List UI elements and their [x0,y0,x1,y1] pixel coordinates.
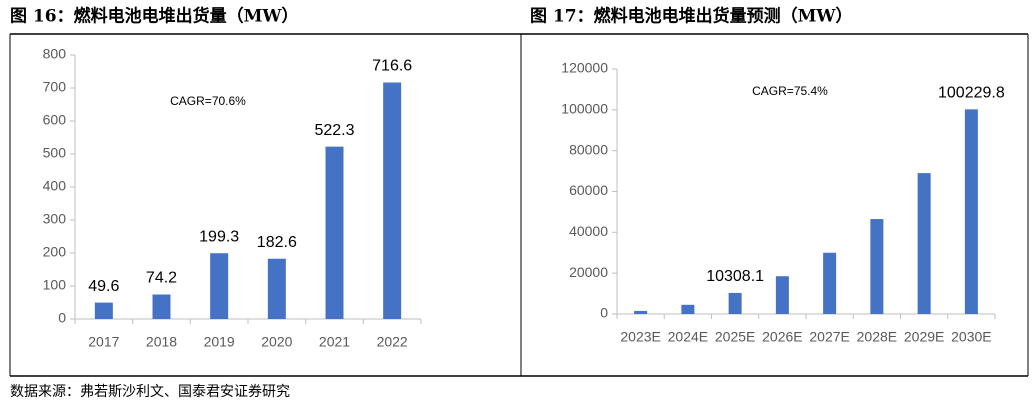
y-tick-label: 200 [43,244,67,260]
data-label: 74.2 [146,270,177,287]
y-tick-label: 300 [43,211,67,227]
x-tick-label: 2024E [668,329,708,345]
annotation: CAGR=75.4% [752,84,828,98]
data-label: 199.3 [199,228,239,245]
y-tick-label: 120000 [561,60,608,76]
y-tick-label: 40000 [569,223,608,239]
chart-title: 图 16：燃料电池电堆出货量（MW） [10,6,299,27]
bar [152,294,171,319]
x-tick-label: 2023E [620,329,660,345]
x-tick-label: 2028E [857,329,897,345]
bar [870,219,884,314]
x-tick-label: 2027E [809,329,849,345]
source: 数据来源：弗若斯沙利文、国泰君安证券研究 [10,384,290,400]
y-tick-label: 600 [43,112,67,128]
data-label: 10308.1 [706,268,764,285]
data-label: 522.3 [314,122,354,139]
bar [383,82,402,319]
y-tick-label: 0 [58,310,66,326]
data-label: 716.6 [372,58,412,75]
y-tick-label: 800 [43,46,67,62]
x-tick-label: 2022 [377,334,408,350]
chart-title: 图 17：燃料电池电堆出货量预测（MW） [530,6,853,27]
y-tick-label: 500 [43,145,67,161]
data-label: 49.6 [88,278,119,295]
data-label: 182.6 [257,234,297,251]
x-tick-label: 2026E [762,329,802,345]
bar [681,304,695,314]
y-tick-label: 700 [43,79,67,95]
bar [267,258,286,319]
bar [775,276,789,314]
x-tick-label: 2025E [715,329,755,345]
x-tick-label: 2020 [261,334,292,350]
x-tick-label: 2029E [904,329,944,345]
bar [823,252,837,314]
data-label: 100229.8 [938,85,1005,102]
x-tick-label: 2017 [88,334,119,350]
y-tick-label: 0 [600,305,608,321]
x-tick-label: 2030E [951,329,991,345]
bar [94,302,113,319]
x-tick-label: 2019 [204,334,235,350]
y-tick-label: 100000 [561,101,608,117]
y-tick-label: 80000 [569,141,608,157]
y-tick-label: 20000 [569,264,608,280]
bar [728,292,742,314]
x-tick-label: 2021 [319,334,350,350]
bar [917,173,931,314]
annotation: CAGR=70.6% [170,94,246,108]
bar [964,109,978,314]
x-tick-label: 2018 [146,334,177,350]
y-tick-label: 60000 [569,182,608,198]
bar [325,146,344,319]
bar [634,310,648,314]
y-tick-label: 400 [43,178,67,194]
y-tick-label: 100 [43,277,67,293]
bar [210,253,229,319]
